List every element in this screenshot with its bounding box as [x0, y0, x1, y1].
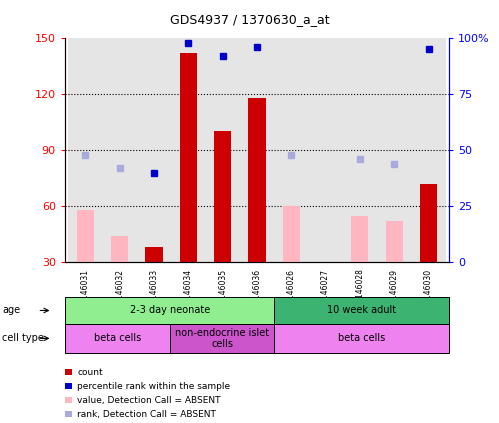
Text: count: count — [77, 368, 103, 377]
Text: non-endocrine islet
cells: non-endocrine islet cells — [175, 327, 269, 349]
Bar — [351, 216, 368, 262]
Bar — [240, 38, 274, 262]
Text: beta cells: beta cells — [338, 333, 385, 343]
Bar — [283, 206, 300, 262]
Bar — [317, 262, 334, 266]
Bar — [206, 38, 240, 262]
Text: GDS4937 / 1370630_a_at: GDS4937 / 1370630_a_at — [170, 13, 329, 26]
Text: 10 week adult: 10 week adult — [327, 305, 396, 316]
Text: age: age — [2, 305, 20, 316]
Bar — [420, 184, 437, 262]
Bar — [386, 221, 403, 262]
Text: cell type: cell type — [2, 333, 44, 343]
Bar — [77, 210, 94, 262]
Text: percentile rank within the sample: percentile rank within the sample — [77, 382, 231, 391]
Text: value, Detection Call = ABSENT: value, Detection Call = ABSENT — [77, 396, 221, 405]
Bar — [111, 236, 128, 262]
Bar — [180, 53, 197, 262]
Bar — [146, 247, 163, 262]
Bar — [343, 38, 377, 262]
Bar — [137, 38, 171, 262]
Text: rank, Detection Call = ABSENT: rank, Detection Call = ABSENT — [77, 409, 216, 419]
Text: beta cells: beta cells — [94, 333, 141, 343]
Bar — [68, 38, 103, 262]
Bar — [308, 38, 343, 262]
Bar — [377, 38, 411, 262]
Bar — [103, 38, 137, 262]
Bar — [214, 132, 231, 262]
Bar — [171, 38, 206, 262]
Bar — [274, 38, 308, 262]
Text: 2-3 day neonate: 2-3 day neonate — [130, 305, 210, 316]
Bar — [249, 98, 265, 262]
Bar — [411, 38, 446, 262]
